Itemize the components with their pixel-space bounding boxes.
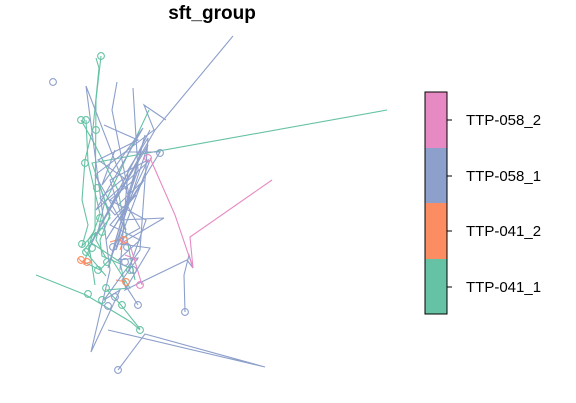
series-ttp-058-1-point-1 <box>156 149 164 157</box>
series-ttp-058-1-point-5 <box>134 301 142 309</box>
series-ttp-058-1-path-5 <box>107 329 266 371</box>
series-ttp-058-1-point-2 <box>109 243 117 251</box>
series-ttp-041-2-path-1 <box>109 237 125 251</box>
series-ttp-058-1-point-10 <box>123 243 131 251</box>
series-ttp-041-1-point-13 <box>102 284 110 292</box>
legend-label-ttp-058-1: TTP-058_1 <box>466 168 541 185</box>
series-ttp-041-2-point-3 <box>122 278 130 286</box>
series-ttp-041-1-point-15 <box>136 326 144 334</box>
series-ttp-058-1-path-6 <box>96 124 141 306</box>
series-ttp-041-1-path-1 <box>80 57 141 330</box>
series-ttp-041-1-point-4 <box>81 159 89 167</box>
plot-area <box>35 35 388 374</box>
series-ttp-058-1-path-4 <box>105 151 161 241</box>
series-ttp-041-1-point-2 <box>82 116 90 124</box>
series-ttp-058-2-path-0 <box>149 157 273 269</box>
series-ttp-058-1-point-8 <box>114 366 122 374</box>
series-ttp-041-1-point-5 <box>93 184 101 192</box>
series-ttp-041-2-point-2 <box>120 236 128 244</box>
series-ttp-041-1-point-0 <box>97 52 105 60</box>
chart-title: sft_group <box>168 3 256 24</box>
series-ttp-041-1-point-9 <box>82 248 90 256</box>
series-ttp-058-1-point-3 <box>129 266 137 274</box>
legend-frame <box>424 91 448 315</box>
legend-swatch-ttp-041-1 <box>425 259 447 314</box>
series-ttp-058-1-point-6 <box>104 302 112 310</box>
series-ttp-058-2-point-1 <box>136 281 144 289</box>
series-ttp-058-1-path-2 <box>94 103 167 273</box>
legend-swatch-ttp-058-1 <box>425 148 447 203</box>
series-ttp-058-1-point-9 <box>121 258 129 266</box>
series-ttp-041-1-point-1 <box>77 116 85 124</box>
legend-swatch-ttp-058-2 <box>425 92 447 148</box>
series-ttp-041-1-point-6 <box>96 214 104 222</box>
series-ttp-058-1-point-0 <box>49 78 57 86</box>
series-ttp-041-1-path-6 <box>85 119 127 291</box>
legend-label-ttp-041-1: TTP-041_1 <box>466 279 541 296</box>
series-ttp-041-1-point-12 <box>94 266 102 274</box>
series-ttp-058-2-point-0 <box>144 154 152 162</box>
series-ttp-041-1-point-16 <box>98 296 106 304</box>
legend-swatch-ttp-041-2 <box>425 203 447 259</box>
series-ttp-041-1-point-8 <box>78 240 86 248</box>
series-ttp-058-1-path-1 <box>85 81 149 353</box>
series-ttp-058-2-path-2 <box>124 254 139 261</box>
series-ttp-041-1-point-14 <box>84 290 92 298</box>
series-ttp-041-1-point-17 <box>118 301 126 309</box>
series-ttp-041-1-point-7 <box>98 228 106 236</box>
series-ttp-058-1-point-4 <box>111 293 119 301</box>
series-ttp-041-1-path-3 <box>35 274 141 331</box>
series-ttp-041-1-point-18 <box>126 266 134 274</box>
legend: TTP-058_2 TTP-058_1 TTP-041_2 TTP-041_1 <box>424 91 541 315</box>
series-ttp-058-1-point-7 <box>181 308 189 316</box>
legend-label-ttp-041-2: TTP-041_2 <box>466 223 541 240</box>
series-ttp-041-1-point-3 <box>92 126 100 134</box>
series-ttp-041-1-point-10 <box>88 244 96 252</box>
series-ttp-041-2-point-1 <box>83 258 91 266</box>
series-ttp-041-2-path-0 <box>77 257 91 265</box>
series-ttp-041-1-point-11 <box>103 258 111 266</box>
legend-label-ttp-058-2: TTP-058_2 <box>466 112 541 129</box>
